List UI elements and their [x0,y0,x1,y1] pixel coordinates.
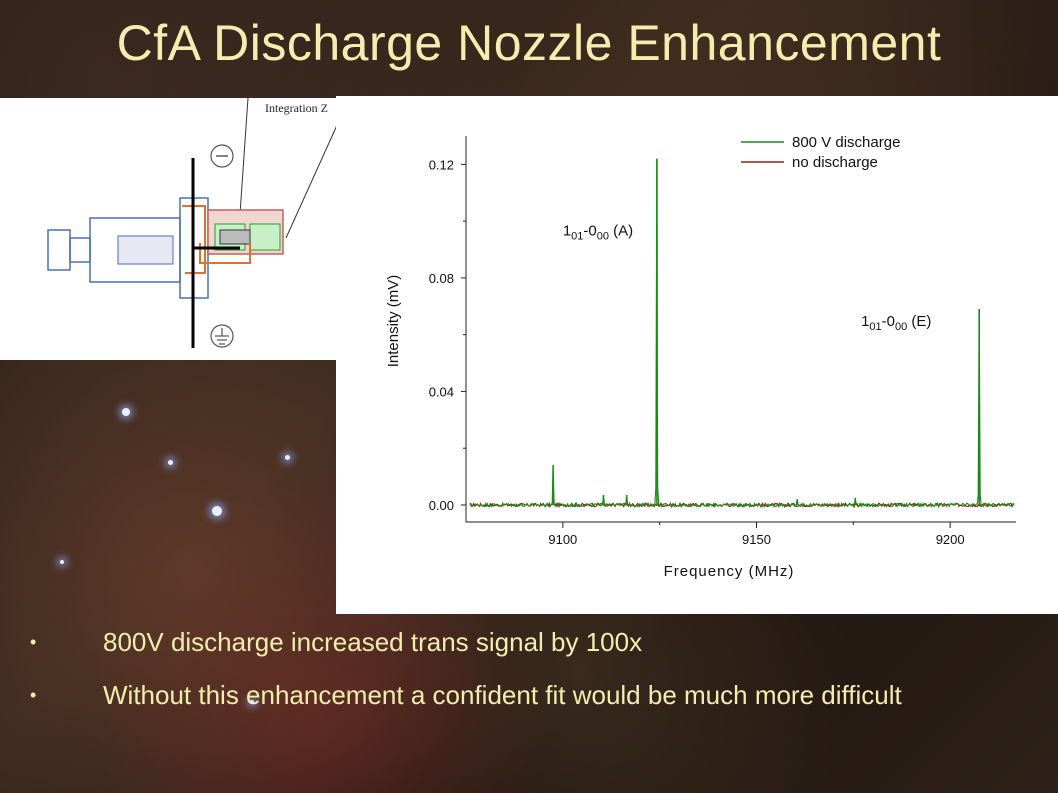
spectrum-plot: 0.00 0.04 0.08 0.12 9100 9150 9200 800 V discha… [385,134,1016,580]
background-star [250,700,254,704]
x-tick-label: 9200 [936,532,965,547]
x-axis-label: Frequency (MHz) [664,563,795,580]
bullet-text: 800V discharge increased trans signal by… [103,627,643,657]
annotation-part: 01 [571,230,583,242]
y-tick-label: 0.08 [429,271,454,286]
y-tick-label: 0.12 [429,157,454,172]
x-tick-label: 9100 [548,532,577,547]
peak-annotation: 101-000 (A) [563,222,633,242]
spectrum-chart: 0.00 0.04 0.08 0.12 9100 9150 9200 800 V discha… [336,96,1058,614]
y-axis-label: Intensity (mV) [385,275,402,368]
peak-annotation: 101-000 (E) [861,313,931,333]
annotation-part: (E) [907,313,931,330]
background-star [168,460,173,465]
nozzle-diagram: Integration Z [0,98,338,360]
x-tick-label: 9150 [742,532,771,547]
series-line [469,158,1015,509]
bullet-text: Without this enhancement a confident fit… [103,680,902,710]
annotation-part: 1 [861,313,869,330]
annotation-part: 01 [869,321,881,333]
annotation-part: -0 [882,313,895,330]
nozzle-drawing: Integration Z [47,98,338,348]
annotation-part: 1 [563,222,571,239]
annotation-part: 00 [597,230,609,242]
background-star [60,560,64,564]
background-star [285,455,290,460]
y-tick-label: 0.00 [429,498,454,513]
annotation-part: (A) [609,222,633,239]
integration-zone-label: Integration Z [265,101,328,115]
legend-label: 800 V discharge [792,134,900,151]
annotation-part: -0 [583,222,596,239]
background-star [212,506,222,516]
annotation-part: 00 [895,321,907,333]
legend-label: no discharge [792,154,878,171]
slide-title: CfA Discharge Nozzle Enhancement [116,15,942,71]
y-tick-label: 0.04 [429,384,454,399]
background-star [122,408,130,416]
